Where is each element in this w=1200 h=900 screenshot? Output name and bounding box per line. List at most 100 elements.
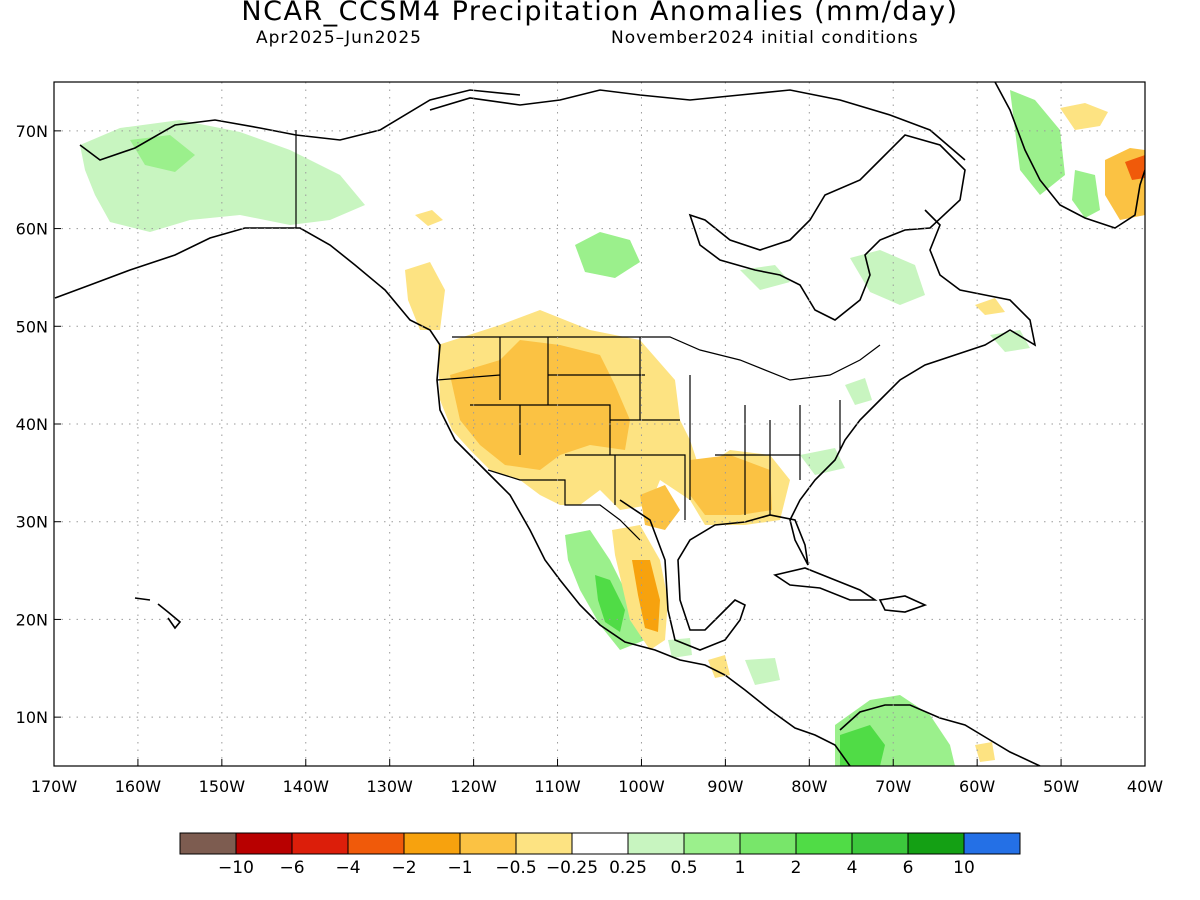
hispaniola-coast	[878, 595, 928, 613]
legend-swatch	[683, 832, 741, 855]
latitude-ticks: 70N 60N 50N 40N 30N 20N 10N	[16, 122, 61, 727]
legend-swatch	[627, 832, 685, 855]
legend-label: −4	[335, 858, 360, 878]
central-america-dry	[708, 655, 730, 678]
greenland-wet	[1010, 90, 1065, 195]
atlantic-canada-dry	[975, 298, 1005, 315]
legend-swatch	[235, 832, 293, 855]
lon-label: 120W	[450, 777, 497, 796]
alaska-coast	[79, 89, 521, 161]
lon-label: 150W	[199, 777, 246, 796]
texas-dry	[640, 485, 680, 530]
legend-swatch	[739, 832, 797, 855]
lat-label: 10N	[16, 708, 48, 727]
legend-swatch	[179, 832, 237, 855]
lon-label: 50W	[1043, 777, 1079, 796]
legend-label: 1	[735, 858, 746, 878]
us-mexico-border	[487, 469, 641, 541]
central-america-wet	[745, 658, 780, 685]
legend-swatch	[907, 832, 965, 855]
legend-label: 0.25	[609, 858, 647, 878]
legend-color-bar	[179, 832, 1021, 855]
hawaii-islands	[134, 597, 182, 630]
legend-label: 10	[953, 858, 975, 878]
greenland-east-dry	[1060, 103, 1108, 130]
legend-labels: −10 −6 −4 −2 −1 −0.5 −0.25 0.25 0.5 1 2 4 6 10	[218, 858, 975, 878]
lon-label: 70W	[875, 777, 911, 796]
legend-label: −10	[218, 858, 254, 878]
lon-label: 130W	[367, 777, 414, 796]
labrador-wet	[740, 265, 790, 290]
forecast-period: Apr2025–Jun2025	[256, 28, 422, 48]
legend-swatch	[963, 832, 1021, 855]
legend-swatch	[403, 832, 461, 855]
legend-label: 4	[847, 858, 858, 878]
legend-label: 0.5	[670, 858, 697, 878]
longitude-ticks: 170W 160W 150W 140W 130W 120W 110W 100W 90W 80W 70…	[31, 759, 1163, 796]
lon-label: 110W	[534, 777, 581, 796]
south-america-coast	[839, 704, 1041, 766]
legend-swatch	[851, 832, 909, 855]
lon-label: 40W	[1127, 777, 1163, 796]
arctic-islands	[429, 89, 966, 161]
greenland-south-wet	[1072, 170, 1100, 218]
mexico-west-wet-core	[595, 575, 625, 632]
anomaly-shading	[80, 90, 1145, 766]
nunavut-dry	[415, 210, 443, 226]
map-title: NCAR_CCSM4 Precipitation Anomalies (mm/d…	[241, 0, 959, 27]
coastlines	[54, 82, 1145, 766]
southeast-us-dry	[690, 455, 772, 515]
initial-conditions: November2024 initial conditions	[611, 28, 919, 48]
political-borders	[295, 130, 881, 541]
legend-label: −1	[447, 858, 472, 878]
hudson-bay-coast	[688, 134, 966, 321]
lat-lon-grid	[54, 82, 1145, 766]
greenland-coast	[994, 82, 1145, 229]
cuba-coast	[773, 567, 878, 601]
hudson-west-wet	[575, 232, 640, 278]
alaska-north-wet	[230, 148, 300, 170]
lon-label: 170W	[31, 777, 78, 796]
quebec-wet	[850, 250, 925, 305]
venezuela-dry	[975, 742, 995, 762]
legend-label: −2	[391, 858, 416, 878]
lat-label: 40N	[16, 415, 48, 434]
legend-swatch	[347, 832, 405, 855]
legend-label: 6	[903, 858, 914, 878]
us-state-lines	[436, 337, 841, 520]
gulf-coastline	[619, 209, 1037, 651]
northeast-us-wet	[845, 378, 872, 405]
legend-swatch	[459, 832, 517, 855]
lon-label: 160W	[115, 777, 162, 796]
lat-label: 20N	[16, 610, 48, 629]
north-america-coastline	[54, 227, 851, 766]
greenland-se-dry-core	[1125, 155, 1145, 180]
map-plot-area	[54, 82, 1145, 766]
lon-label: 90W	[707, 777, 743, 796]
lat-label: 50N	[16, 317, 48, 336]
lon-label: 80W	[791, 777, 827, 796]
legend-label: −6	[279, 858, 304, 878]
legend-label: −0.5	[495, 858, 536, 878]
south-america-wet-core	[840, 725, 885, 766]
bc-dry	[405, 262, 445, 330]
yucatan-wet	[668, 638, 692, 658]
legend-swatch	[795, 832, 853, 855]
lat-label: 70N	[16, 122, 48, 141]
lat-label: 30N	[16, 513, 48, 532]
mexico-east-dry-core	[632, 560, 660, 632]
lon-label: 140W	[283, 777, 330, 796]
us-canada-border	[452, 336, 881, 381]
carolina-wet	[800, 448, 845, 475]
legend-label: 2	[791, 858, 802, 878]
legend-label: −0.25	[546, 858, 598, 878]
legend-swatch	[571, 832, 629, 855]
alaska-wet-core	[130, 135, 195, 172]
lon-label: 100W	[618, 777, 665, 796]
legend-swatch	[291, 832, 349, 855]
lat-label: 60N	[16, 220, 48, 239]
legend-swatch	[515, 832, 573, 855]
lon-label: 60W	[959, 777, 995, 796]
